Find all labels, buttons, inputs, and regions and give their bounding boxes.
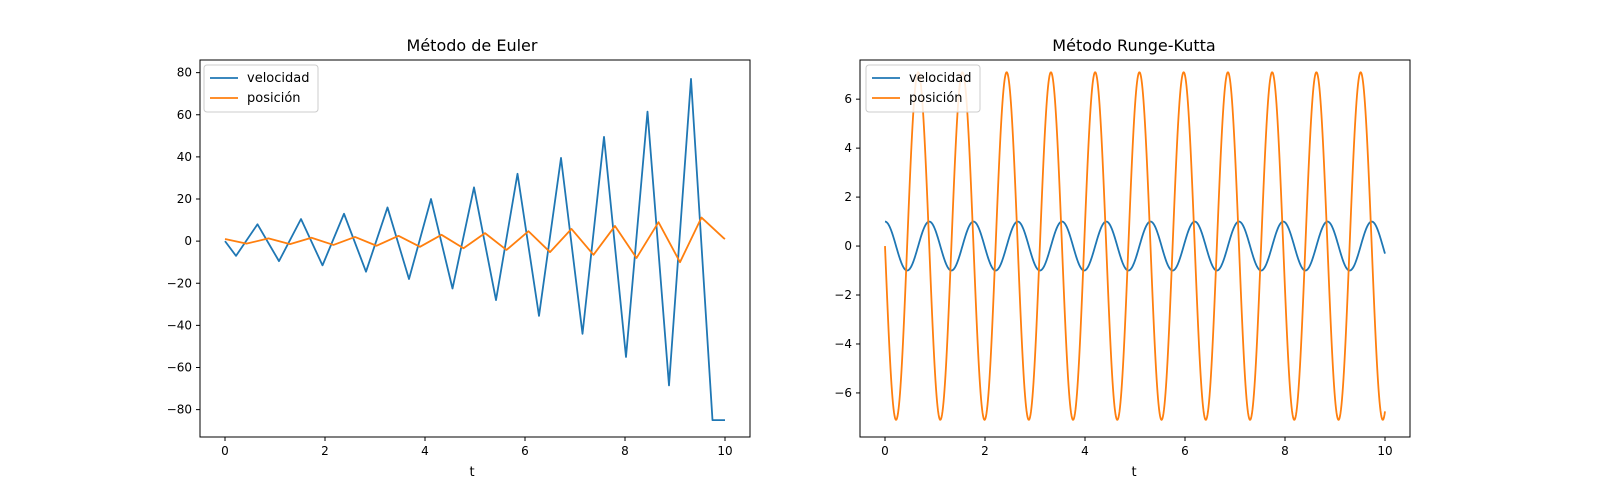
x-tick-label: 10 bbox=[1377, 444, 1392, 458]
legend-label-posicion: posición bbox=[247, 91, 301, 106]
y-tick-label: 0 bbox=[844, 239, 852, 253]
x-axis-label: t bbox=[469, 465, 474, 480]
x-tick-label: 2 bbox=[981, 444, 989, 458]
y-tick-label: 60 bbox=[177, 108, 192, 122]
y-tick-label: 4 bbox=[844, 141, 852, 155]
series-line-posicion bbox=[884, 71, 1386, 421]
x-tick-label: 2 bbox=[321, 444, 329, 458]
x-tick-label: 10 bbox=[717, 444, 732, 458]
plot-area: 0 2 4 6 8 10 −80 −60 −40 −20 0 20 40 60 80 bbox=[167, 59, 751, 458]
chart-title: Método de Euler bbox=[407, 36, 538, 55]
legend-box bbox=[865, 64, 981, 113]
x-tick-label: 8 bbox=[621, 444, 629, 458]
chart-runge-kutta: Método Runge-Kutta t 0 2 4 6 8 10 −6 −4 −2 0 2 4 6 v… bbox=[834, 36, 1411, 480]
y-tick-label: −80 bbox=[167, 403, 192, 417]
y-tick-label: −40 bbox=[167, 318, 192, 332]
axes-frame bbox=[859, 59, 1411, 438]
y-tick-label: 20 bbox=[177, 192, 192, 206]
x-tick-label: 8 bbox=[1281, 444, 1289, 458]
x-tick-label: 6 bbox=[521, 444, 529, 458]
x-tick-label: 0 bbox=[221, 444, 229, 458]
series-line-velocidad bbox=[884, 220, 1386, 272]
x-axis-label: t bbox=[1131, 465, 1136, 480]
legend: velocidad posición bbox=[203, 64, 319, 113]
series-line-posicion bbox=[224, 216, 726, 264]
plot-area: 0 2 4 6 8 10 −6 −4 −2 0 2 4 6 bbox=[834, 59, 1411, 458]
axes-frame bbox=[199, 59, 751, 438]
y-tick-label: 0 bbox=[184, 234, 192, 248]
y-tick-label: 6 bbox=[844, 92, 852, 106]
y-tick-label: −4 bbox=[834, 337, 852, 351]
y-tick-label: 40 bbox=[177, 150, 192, 164]
y-tick-label: −60 bbox=[167, 360, 192, 374]
legend-label-velocidad: velocidad bbox=[909, 71, 972, 86]
y-tick-label: 80 bbox=[177, 66, 192, 80]
x-tick-label: 6 bbox=[1181, 444, 1189, 458]
x-tick-label: 0 bbox=[881, 444, 889, 458]
y-tick-label: 2 bbox=[844, 190, 852, 204]
x-tick-label: 4 bbox=[1081, 444, 1089, 458]
legend-label-velocidad: velocidad bbox=[247, 71, 310, 86]
y-tick-label: −2 bbox=[834, 288, 852, 302]
x-tick-label: 4 bbox=[421, 444, 429, 458]
chart-title: Método Runge-Kutta bbox=[1052, 36, 1215, 55]
y-tick-label: −20 bbox=[167, 276, 192, 290]
legend: velocidad posición bbox=[865, 64, 981, 113]
y-tick-label: −6 bbox=[834, 386, 852, 400]
legend-label-posicion: posición bbox=[909, 91, 963, 106]
legend-box bbox=[203, 64, 319, 113]
chart-euler: Método de Euler t 0 2 4 6 8 10 −80 −60 −40 −20 0 20… bbox=[167, 36, 751, 480]
series-line-velocidad bbox=[224, 78, 725, 422]
